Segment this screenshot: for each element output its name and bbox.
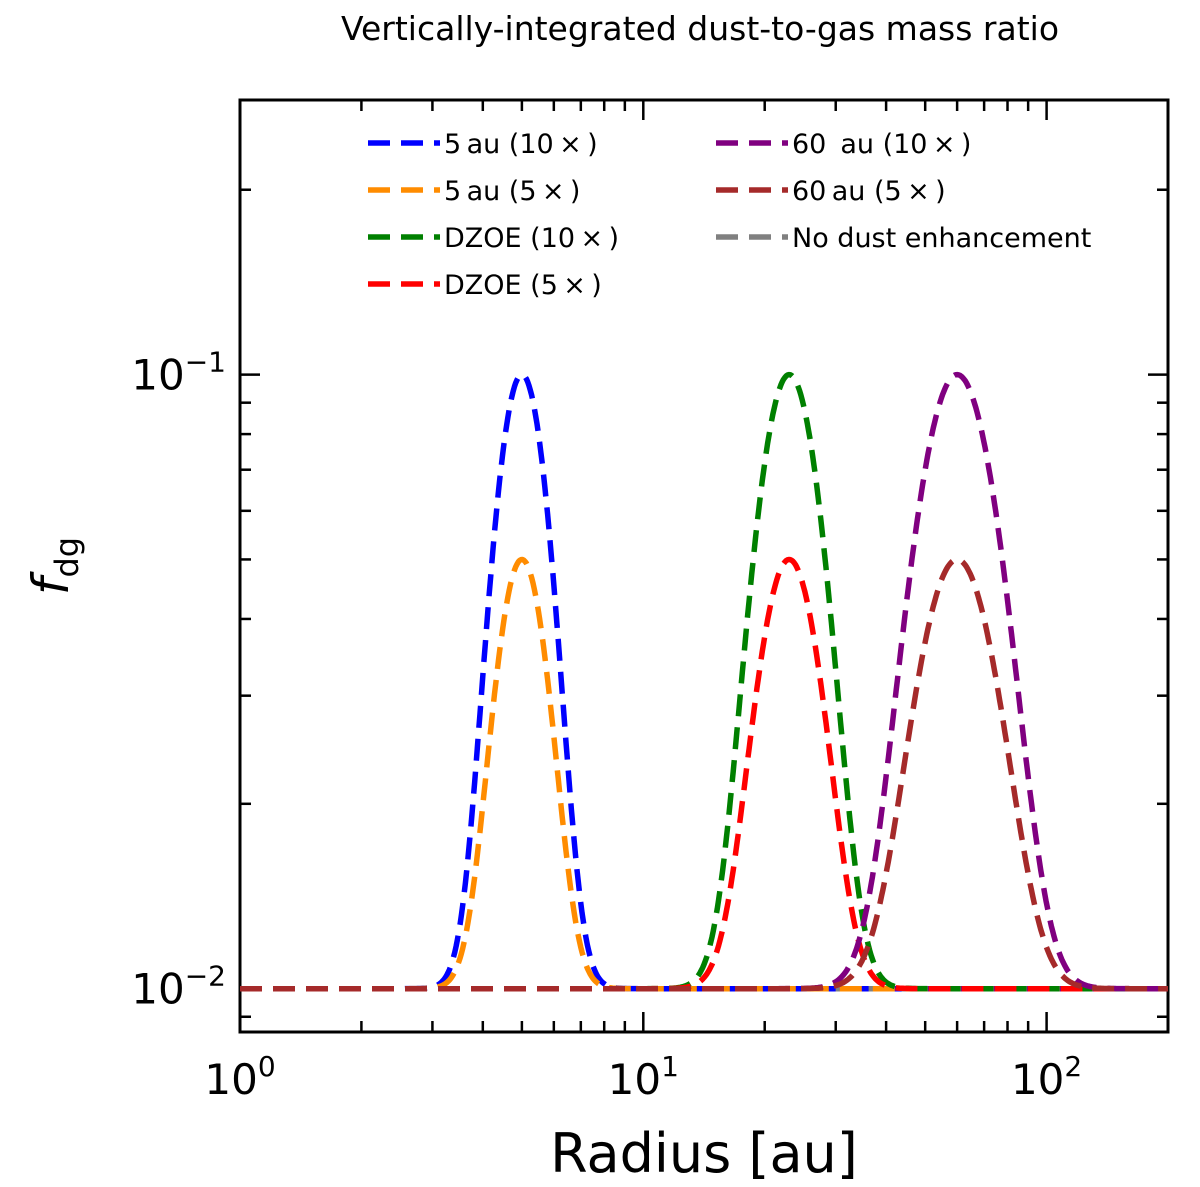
legend-label: DZOE (10 × ) [444,223,619,254]
series-line [238,556,1170,992]
legend-item: DZOE (5 × ) [368,270,602,301]
y-tick-label: 10−1 [131,346,226,400]
x-tick-label-base: 10 [1011,1055,1064,1104]
x-tick-label-exponent: 1 [661,1050,679,1083]
series-line [238,371,1170,992]
y-tick-label-base: 10 [131,965,184,1014]
x-tick-label-exponent: 2 [1064,1050,1082,1083]
x-tick-label-exponent: 0 [258,1050,276,1083]
legend-label: 60 au (10 × ) [792,129,971,160]
legend-label: 5 au (5 × ) [444,176,580,207]
y-tick-label-base: 10 [131,351,184,400]
legend-item: DZOE (10 × ) [368,223,619,254]
legend-label: 60 au (5 × ) [792,176,946,207]
x-tick-label: 100 [204,1050,275,1104]
legend-label: 5 au (10 × ) [444,129,598,160]
legend-item: 5 au (5 × ) [368,176,580,207]
y-axis-label-subscript: dg [48,537,86,578]
chart-title: Vertically-integrated dust-to-gas mass r… [341,9,1059,48]
x-tick-label: 101 [608,1050,679,1104]
plot-frame [238,98,1170,1034]
x-tick-label-base: 10 [608,1055,661,1104]
y-tick-label: 10−2 [131,960,226,1014]
y-tick-label-exponent: −2 [185,960,226,993]
series-lines [238,371,1170,992]
y-tick-label-exponent: −1 [185,346,226,379]
legend-item: 5 au (10 × ) [368,129,598,160]
series-line [238,371,1170,992]
legend: 5 au (10 × ) 5 au (5 × ) DZOE (10 × ) DZOE … [368,129,1091,301]
x-axis-label: Radius [au] [550,1122,858,1185]
legend-label: No dust enhancement [792,223,1091,254]
x-tick-label-base: 10 [204,1055,257,1104]
legend-item: No dust enhancement [716,223,1091,254]
legend-item: 60 au (5 × ) [716,176,946,207]
series-line [238,556,1170,992]
legend-item: 60 au (10 × ) [716,129,971,160]
legend-label: DZOE (5 × ) [444,270,602,301]
x-tick-label: 102 [1011,1050,1082,1104]
series-line [238,371,1170,992]
y-axis-label: fdg [22,537,86,595]
